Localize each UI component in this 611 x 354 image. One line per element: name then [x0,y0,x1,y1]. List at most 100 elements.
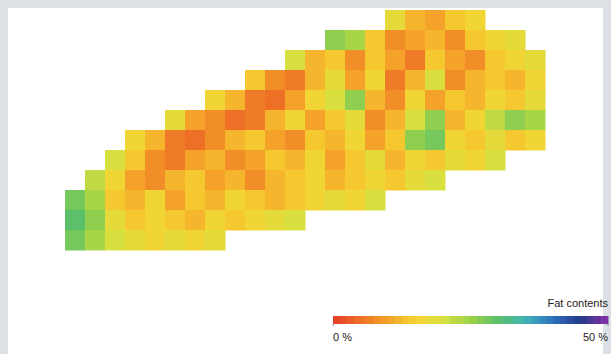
cell [465,130,486,151]
cell [485,110,506,131]
cell [365,130,386,151]
cell [425,150,446,171]
colorbar-segment [395,316,402,324]
cell [505,30,526,51]
cell [405,70,426,91]
colorbar-segment [553,316,560,324]
cell [445,30,466,51]
cell [265,110,286,131]
cell [425,10,446,31]
cell [325,130,346,151]
colorbar-segment [402,316,409,324]
cell [505,50,526,71]
cell [485,30,506,51]
cell [345,110,366,131]
cell [185,130,206,151]
cell [325,190,346,211]
cell [445,90,466,111]
colorbar-segment [484,316,491,324]
cell [485,70,506,91]
cell [145,130,166,151]
cell [405,110,426,131]
colorbar-segment [416,316,423,324]
cell [305,110,326,131]
cell [385,70,406,91]
colorbar-segment [471,316,478,324]
colorbar-segment [409,316,416,324]
colorbar-segment [546,316,553,324]
cell [65,230,86,251]
heatmap-cells [65,10,546,251]
cell [305,70,326,91]
colorbar-segment [560,316,567,324]
colorbar-segment [374,316,381,324]
cell [465,150,486,171]
colorbar-segment [587,316,594,324]
cell [125,150,146,171]
cell [265,210,286,231]
cell [145,170,166,191]
cell [265,90,286,111]
cell [265,70,286,91]
cell [365,70,386,91]
cell [245,130,266,151]
cell [485,50,506,71]
colorbar-tick-label: 0 % [333,331,352,343]
cell [325,50,346,71]
cell [65,210,86,231]
cell [385,130,406,151]
cell [85,210,106,231]
cell [385,150,406,171]
cell [325,170,346,191]
cell [125,170,146,191]
cell [365,90,386,111]
cell [285,150,306,171]
cell [125,210,146,231]
cell [365,110,386,131]
cell [445,10,466,31]
colorbar-segment [340,316,347,324]
colorbar-segment [354,316,361,324]
colorbar-segment [429,316,436,324]
colorbar-tick-label: 50 % [583,331,608,343]
colorbar-segment [594,316,601,324]
cell [525,130,546,151]
colorbar-segment [464,316,471,324]
colorbar-segment [422,316,429,324]
colorbar-segment [532,316,539,324]
cell [145,150,166,171]
cell [145,210,166,231]
cell [405,50,426,71]
cell [245,190,266,211]
panel [8,8,603,354]
colorbar-title: Fat contents [547,297,608,309]
cell [125,130,146,151]
cell [505,130,526,151]
colorbar-segment [519,316,526,324]
colorbar-segment [443,316,450,324]
cell [125,190,146,211]
cell [205,110,226,131]
cell [285,70,306,91]
colorbar-segment [601,316,608,324]
cell [365,50,386,71]
cell [165,150,186,171]
cell [345,190,366,211]
cell [105,170,126,191]
cell [465,70,486,91]
cell [85,230,106,251]
cell [165,230,186,251]
cell [465,30,486,51]
colorbar-segment [381,316,388,324]
cell [405,130,426,151]
cell [525,110,546,131]
cell [425,50,446,71]
cell [365,150,386,171]
cell [185,110,206,131]
cell [165,110,186,131]
cell [305,170,326,191]
cell [245,110,266,131]
cell [405,10,426,31]
colorbar-segment [526,316,533,324]
cell [305,130,326,151]
